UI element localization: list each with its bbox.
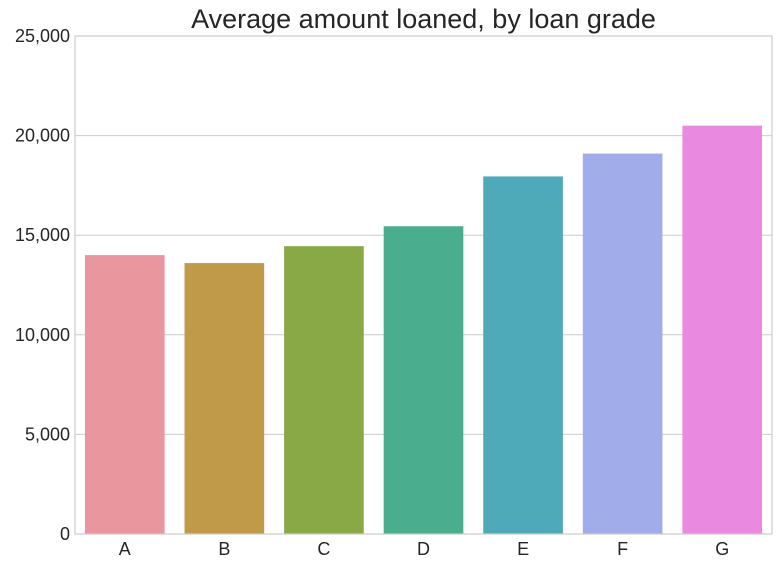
y-tick-label: 20,000 (15, 126, 70, 146)
x-tick-label: C (317, 539, 330, 559)
bar-g (682, 125, 763, 534)
x-tick-label: F (617, 539, 628, 559)
y-tick-label: 25,000 (15, 26, 70, 46)
bar-d (383, 226, 464, 534)
x-tick-label: E (517, 539, 529, 559)
bar-f (582, 153, 663, 534)
y-tick-label: 5,000 (25, 424, 70, 444)
y-tick-label: 15,000 (15, 225, 70, 245)
bar-a (84, 255, 165, 534)
y-tick-labels: 0 5,000 10,000 15,000 20,000 25,000 (15, 26, 70, 544)
y-tick-label: 10,000 (15, 325, 70, 345)
x-tick-label: B (218, 539, 230, 559)
y-tick-label: 0 (60, 524, 70, 544)
bar-b (184, 263, 265, 534)
bar-e (483, 176, 563, 534)
bar-c (284, 246, 364, 534)
chart-title: Average amount loaned, by loan grade (191, 4, 656, 34)
x-tick-label: D (417, 539, 430, 559)
x-tick-label: A (119, 539, 131, 559)
x-tick-label: G (715, 539, 729, 559)
x-tick-labels: A B C D E F G (119, 539, 729, 559)
plot-frame (74, 35, 773, 535)
bars (84, 125, 763, 534)
